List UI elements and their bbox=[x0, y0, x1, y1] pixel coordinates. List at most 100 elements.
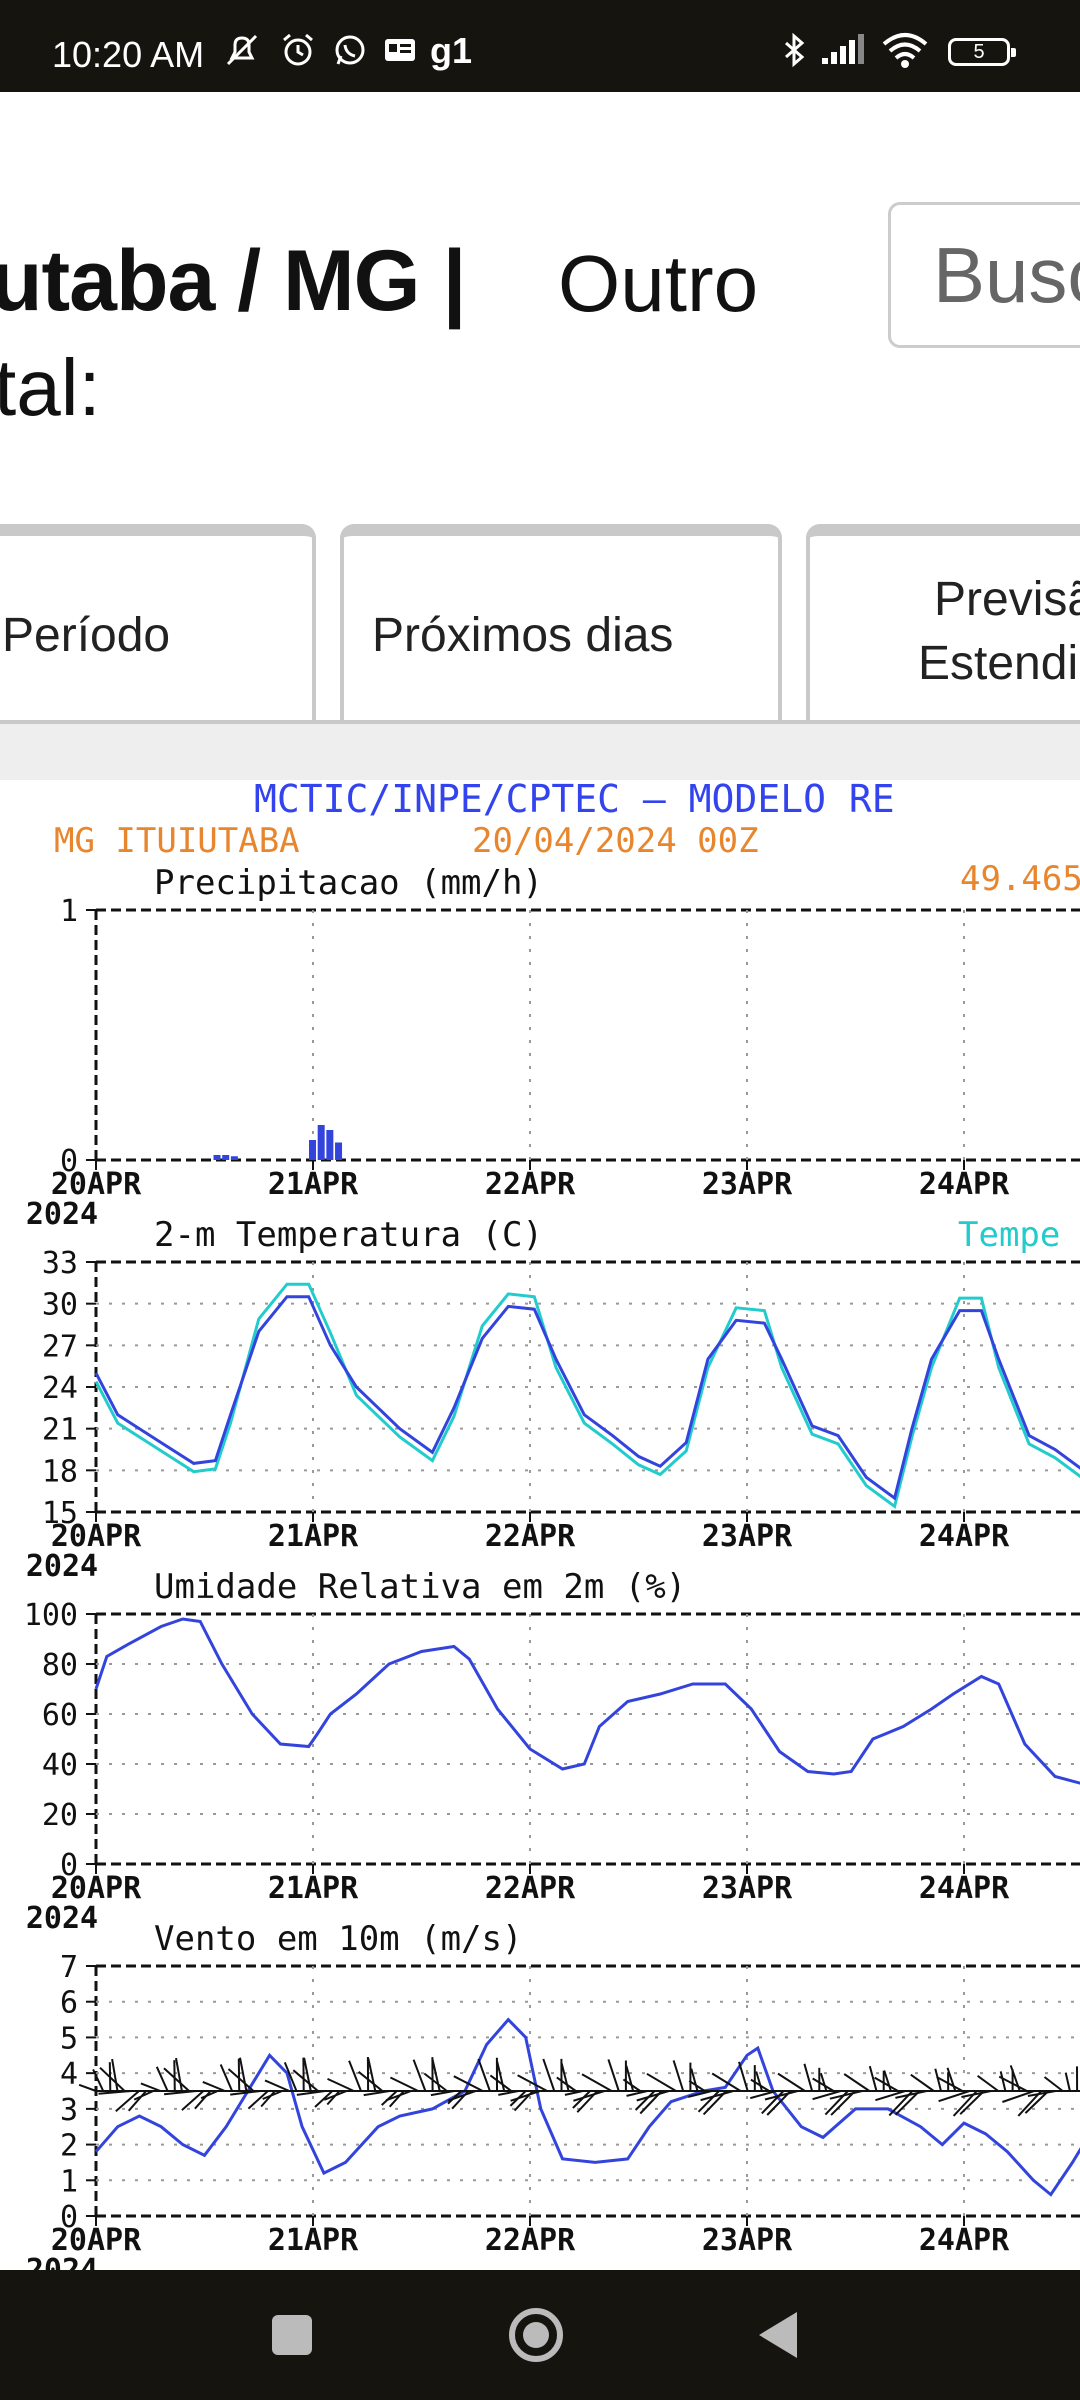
date-label: 22APR bbox=[485, 1519, 576, 1554]
wind-barb bbox=[239, 2057, 248, 2092]
year-label: 2024 bbox=[26, 1197, 98, 1232]
battery-icon: 5 bbox=[948, 38, 1016, 66]
year-label: 2024 bbox=[26, 1901, 98, 1936]
wind-barb bbox=[934, 2068, 942, 2092]
wind-barb bbox=[496, 2061, 506, 2092]
date-label: 20APR bbox=[51, 1871, 142, 1906]
wind-barb bbox=[750, 2090, 777, 2100]
wind-barb bbox=[688, 2079, 706, 2092]
year-label: 2024 bbox=[26, 2253, 98, 2270]
city-search-input[interactable]: Busc bbox=[888, 202, 1080, 348]
mute-icon bbox=[226, 34, 258, 66]
date-label: 21APR bbox=[268, 2223, 359, 2258]
news-icon bbox=[385, 39, 415, 61]
wind-barb bbox=[323, 2090, 347, 2101]
y-tick-label: 6 bbox=[60, 1986, 78, 2021]
wind-barb bbox=[219, 2064, 234, 2092]
wind-barb bbox=[78, 2083, 97, 2092]
wind-barb bbox=[894, 2090, 921, 2116]
wind-barb bbox=[200, 2090, 219, 2100]
signal-icon bbox=[822, 34, 864, 64]
wind-barb bbox=[348, 2060, 362, 2092]
date-label: 21APR bbox=[268, 1871, 359, 1906]
wind-barb bbox=[385, 2090, 412, 2102]
wind-barb bbox=[711, 2072, 742, 2092]
wind-barb bbox=[327, 2077, 355, 2092]
y-tick-label: 5 bbox=[60, 2021, 78, 2056]
wind-barb bbox=[977, 2074, 999, 2092]
date-label: 24APR bbox=[919, 1167, 1010, 1202]
wind-barb bbox=[1024, 2090, 1050, 2114]
wind-barb bbox=[936, 2076, 963, 2092]
wind-barb bbox=[895, 2090, 927, 2099]
tab-proximos-dias[interactable]: Próximos dias bbox=[340, 524, 782, 720]
other-city-label-line2: tal: bbox=[0, 343, 101, 432]
bluetooth-icon bbox=[785, 32, 805, 68]
y-tick-label: 80 bbox=[42, 1648, 78, 1683]
wind-barb bbox=[573, 2090, 605, 2102]
city-title: utaba / MG | bbox=[0, 233, 467, 329]
wind-barb bbox=[738, 2061, 749, 2092]
wind-barb bbox=[556, 2076, 577, 2092]
wind-barb bbox=[883, 2070, 892, 2092]
wind-barb bbox=[155, 2066, 169, 2092]
y-tick-label: 60 bbox=[42, 1698, 78, 1733]
wind-barb bbox=[247, 2090, 269, 2110]
wind-barb bbox=[625, 2065, 635, 2092]
tab-periodo-label: Período bbox=[2, 609, 171, 662]
tab-previsao-estendida[interactable]: Previsã Estendi bbox=[806, 524, 1080, 720]
wind-barb bbox=[755, 2071, 763, 2092]
recents-button[interactable] bbox=[247, 2290, 337, 2380]
wind-barb bbox=[260, 2090, 276, 2108]
wind-barb bbox=[766, 2090, 792, 2116]
y-tick-label: 27 bbox=[42, 1329, 78, 1364]
tab-periodo[interactable]: Período bbox=[0, 524, 316, 720]
date-label: 20APR bbox=[51, 1167, 142, 1202]
date-label: 21APR bbox=[268, 1519, 359, 1554]
wind-barb bbox=[999, 2071, 1007, 2092]
wind-barb bbox=[111, 2058, 119, 2092]
date-label: 21APR bbox=[268, 1167, 359, 1202]
precip-bar bbox=[309, 1140, 316, 1160]
wind-barb bbox=[812, 2090, 841, 2101]
tab-content-bar bbox=[0, 720, 1080, 780]
navigation-bar bbox=[0, 2270, 1080, 2400]
wind-barb bbox=[868, 2065, 878, 2092]
y-tick-label: 21 bbox=[42, 1413, 78, 1448]
precip-bar bbox=[222, 1155, 230, 1160]
home-button[interactable] bbox=[491, 2290, 581, 2380]
wind-barb bbox=[163, 2067, 190, 2092]
date-label: 24APR bbox=[919, 1871, 1010, 1906]
y-tick-label: 7 bbox=[60, 1950, 78, 1985]
temperature-legend: Tempe bbox=[958, 1215, 1060, 1255]
wind-barb bbox=[453, 2075, 484, 2092]
wind-barb bbox=[843, 2073, 870, 2092]
wind-barb bbox=[998, 2075, 1028, 2092]
date-label: 24APR bbox=[919, 1519, 1010, 1554]
wind-barb bbox=[622, 2078, 641, 2092]
y-tick-label: 3 bbox=[60, 2093, 78, 2128]
wind-barb bbox=[99, 2066, 126, 2092]
precip-bar bbox=[335, 1142, 343, 1160]
wind-barb bbox=[803, 2063, 814, 2092]
wind-barb bbox=[227, 2068, 255, 2092]
wind-barb bbox=[423, 2072, 448, 2092]
wind-barb bbox=[264, 2079, 290, 2092]
wind-barb bbox=[572, 2090, 591, 2109]
wind-barb bbox=[690, 2068, 699, 2092]
back-button[interactable] bbox=[735, 2290, 825, 2380]
tab-previsao-estendida-label-1: Previsã bbox=[934, 573, 1080, 626]
wind-barb bbox=[1064, 2072, 1071, 2092]
wind-barb bbox=[447, 2090, 476, 2102]
y-tick-label: 0 bbox=[60, 1144, 78, 1179]
wind-barb bbox=[283, 2062, 298, 2092]
y-tick-label: 1 bbox=[60, 2164, 78, 2199]
other-city-label: Outro bbox=[558, 239, 759, 328]
y-tick-label: 30 bbox=[42, 1288, 78, 1323]
wind-barb bbox=[115, 2090, 140, 2112]
precip-panel-title: Precipitacao (mm/h) bbox=[154, 863, 543, 903]
y-tick-label: 100 bbox=[24, 1598, 78, 1633]
precip-bar bbox=[326, 1130, 334, 1160]
date-label: 20APR bbox=[51, 2223, 142, 2258]
